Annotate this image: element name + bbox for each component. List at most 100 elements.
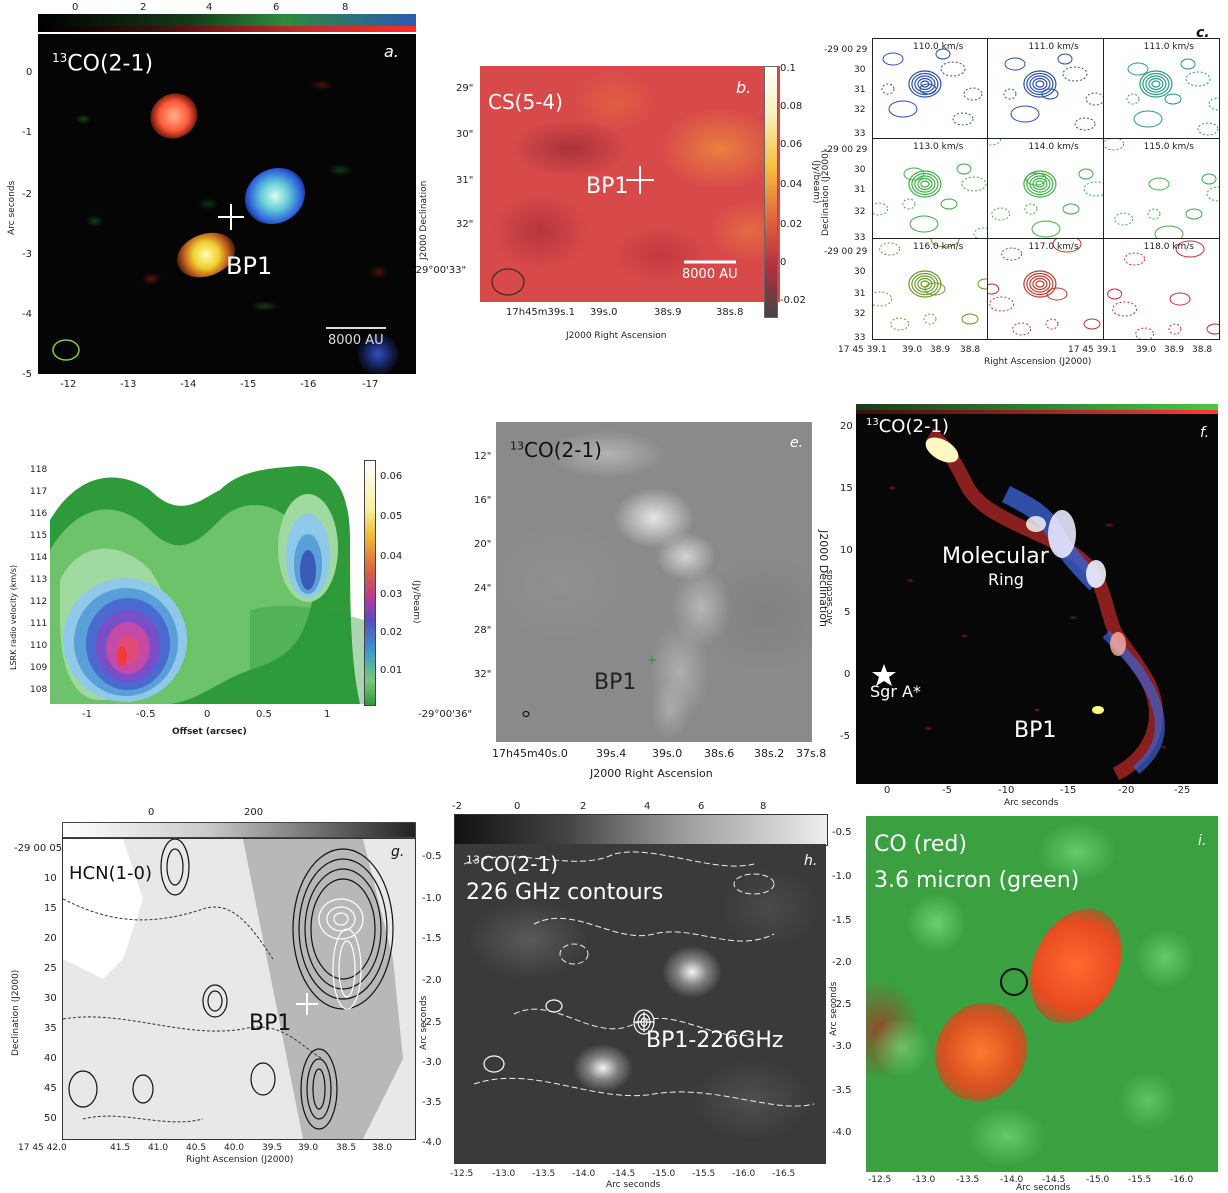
panel-g-source-label: BP1 bbox=[249, 1011, 292, 1036]
panel-f-source-label: BP1 bbox=[1014, 718, 1057, 743]
y-tick: 32 bbox=[854, 207, 866, 217]
panel-d-colorbar bbox=[364, 460, 376, 706]
panel-h-xlabel: Arc seconds bbox=[606, 1180, 661, 1190]
y-tick: -4.0 bbox=[422, 1137, 442, 1148]
x-tick: -16 bbox=[300, 379, 317, 390]
panel-a: 0 2 4 6 8 13CO(2-1) a. BP1 8000 AU 0 -1 … bbox=[0, 0, 420, 400]
panel-f-image: 13CO(2-1) f. Molecular Ring Sgr A* BP1 bbox=[856, 414, 1218, 784]
y-tick: 15 bbox=[840, 483, 853, 494]
x-tick: 38.8 bbox=[1192, 345, 1213, 355]
y-tick: 5 bbox=[844, 607, 851, 618]
colorbar-tick: 0.06 bbox=[780, 139, 803, 150]
y-tick: 32" bbox=[456, 219, 474, 230]
y-tick: 31 bbox=[854, 185, 866, 195]
panel-d-ylabel: LSRK radio velocity (km/s) bbox=[9, 564, 18, 670]
panel-d-letter: d. bbox=[336, 473, 350, 489]
colorbar-tick: 200 bbox=[244, 807, 264, 818]
y-tick: -29 00 29 bbox=[824, 45, 868, 55]
panel-e-overlay bbox=[522, 656, 656, 717]
y-tick: 33 bbox=[854, 129, 866, 139]
x-tick: -14.0 bbox=[572, 1169, 596, 1179]
x-tick: 17 45 39.1 bbox=[838, 345, 887, 355]
colorbar-tick: 0.02 bbox=[780, 219, 803, 230]
channel-map-contours bbox=[1106, 240, 1219, 339]
colorbar-tick: 4 bbox=[206, 2, 213, 13]
x-tick: -20 bbox=[1118, 785, 1135, 796]
panel-a-species: 13CO(2-1) bbox=[52, 51, 154, 77]
y-tick: -2.0 bbox=[422, 975, 442, 986]
y-tick: 110 bbox=[30, 641, 48, 651]
x-tick: 0 bbox=[884, 785, 891, 796]
x-tick: 1 bbox=[324, 709, 331, 720]
x-tick: -5 bbox=[942, 785, 952, 796]
y-tick: -0.5 bbox=[422, 851, 442, 862]
panel-f-ring-label-2: Ring bbox=[988, 570, 1024, 589]
channel-map-contours bbox=[1126, 58, 1219, 136]
channel-velocity-label: 117.0 km/s bbox=[1028, 242, 1079, 252]
x-tick: -13.0 bbox=[492, 1169, 516, 1179]
y-tick: -3.0 bbox=[832, 1041, 852, 1052]
x-tick: 39.5 bbox=[262, 1143, 283, 1153]
x-tick: 0.5 bbox=[256, 709, 272, 720]
x-tick: -13 bbox=[120, 379, 137, 390]
panel-c-grid: 110.0 km/s 111.0 km/s 111.0 km/s 113.0 km/s… bbox=[872, 38, 1220, 340]
y-tick: -2.0 bbox=[832, 957, 852, 968]
y-tick: -1.0 bbox=[832, 871, 852, 882]
x-tick: 39.0 bbox=[1136, 345, 1157, 355]
panel-a-source-label: BP1 bbox=[226, 252, 273, 280]
panel-c-ylabel: Declination (J2000) bbox=[821, 149, 831, 236]
y-tick: -1 bbox=[22, 127, 32, 138]
y-tick: -29 00 05 bbox=[14, 843, 63, 854]
colorbar-tick: 4 bbox=[644, 801, 651, 812]
x-tick: -14.5 bbox=[1042, 1175, 1066, 1185]
colorbar-tick: 0.06 bbox=[380, 471, 403, 482]
y-tick: 24" bbox=[474, 583, 492, 594]
panel-f: 13CO(2-1) f. Molecular Ring Sgr A* BP1 2… bbox=[820, 400, 1228, 808]
panel-h-source-label: BP1-226GHz bbox=[646, 1028, 784, 1053]
panel-i-letter: i. bbox=[1198, 833, 1207, 849]
panel-b-ylabel: J2000 Declination bbox=[419, 180, 429, 260]
panel-h-image: 13CO(2-1) 226 GHz contours h. BP1-226GHz bbox=[454, 844, 826, 1164]
panel-d-contours bbox=[50, 460, 364, 704]
panel-b-letter: b. bbox=[736, 78, 752, 97]
colorbar-tick: 0.02 bbox=[380, 627, 403, 638]
y-tick: 45 bbox=[44, 1083, 57, 1094]
y-tick: 118 bbox=[30, 465, 48, 475]
panel-f-letter: f. bbox=[1200, 425, 1210, 441]
x-tick: -1 bbox=[82, 709, 92, 720]
panel-d-xlabel: Offset (arcsec) bbox=[172, 727, 247, 737]
colorbar-tick: 0.05 bbox=[380, 511, 403, 522]
channel-velocity-label: 111.0 km/s bbox=[1143, 42, 1194, 52]
colorbar-tick: 6 bbox=[273, 2, 280, 13]
y-tick: -4.0 bbox=[832, 1127, 852, 1138]
panel-b-source-label: BP1 bbox=[586, 174, 629, 199]
x-tick: -14 bbox=[180, 379, 197, 390]
x-tick: 40.0 bbox=[224, 1143, 245, 1153]
colorbar-tick: 0.03 bbox=[380, 589, 403, 600]
y-tick: -29 00 29 bbox=[824, 145, 868, 155]
y-tick: 109 bbox=[30, 663, 48, 673]
y-tick: -3.5 bbox=[832, 1085, 852, 1096]
y-tick: 31 bbox=[854, 289, 866, 299]
channel-map-cell: 117.0 km/s bbox=[988, 239, 1104, 339]
panel-h-colorbar bbox=[454, 814, 828, 846]
y-tick: 35 bbox=[44, 1023, 57, 1034]
x-tick: 0 bbox=[204, 709, 211, 720]
channel-velocity-label: 113.0 km/s bbox=[913, 142, 964, 152]
y-tick: 28" bbox=[474, 625, 492, 636]
panel-e: 13CO(2-1) e. BP1 12" 16" 20" 24" 28" 32"… bbox=[418, 410, 830, 790]
y-tick: -2 bbox=[22, 189, 32, 200]
x-tick: -12.5 bbox=[868, 1175, 892, 1185]
panel-a-image: 13CO(2-1) a. BP1 8000 AU bbox=[38, 34, 416, 374]
panel-g-letter: g. bbox=[391, 844, 405, 860]
panel-b-scalebar-label: 8000 AU bbox=[682, 267, 738, 282]
panel-a-overlay bbox=[52, 204, 386, 361]
colorbar-tick: 0.1 bbox=[780, 63, 796, 74]
y-tick: 20 bbox=[44, 933, 57, 944]
x-tick: -10 bbox=[998, 785, 1015, 796]
y-tick: -4 bbox=[22, 309, 32, 320]
x-tick: -13.5 bbox=[532, 1169, 556, 1179]
y-tick: 112 bbox=[30, 597, 48, 607]
panel-d-image: d. bbox=[50, 460, 364, 704]
channel-velocity-label: 114.0 km/s bbox=[1028, 142, 1079, 152]
